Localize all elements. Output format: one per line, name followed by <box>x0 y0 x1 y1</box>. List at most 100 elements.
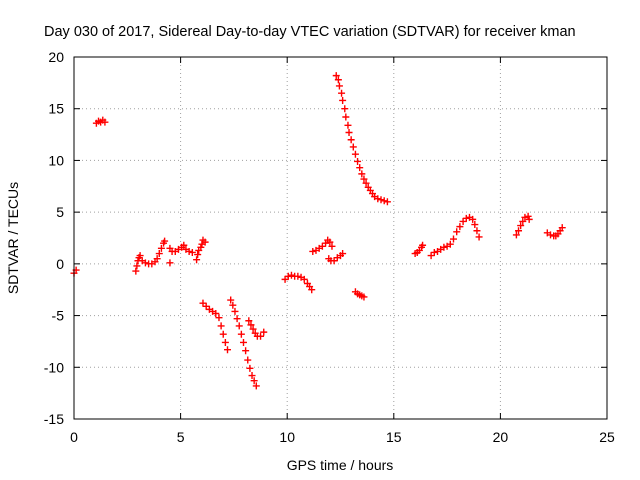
data-points <box>70 72 566 390</box>
data-point <box>180 241 188 249</box>
data-point <box>249 325 257 333</box>
data-point <box>287 271 295 279</box>
data-point <box>334 76 342 84</box>
series-arc-13 <box>351 288 368 301</box>
data-point <box>377 196 385 204</box>
x-axis-label: GPS time / hours <box>287 457 394 473</box>
data-point <box>459 217 467 225</box>
data-point <box>475 233 483 241</box>
series-arc-09 <box>281 271 316 294</box>
data-point <box>252 382 260 390</box>
x-tick-label: 25 <box>599 429 615 445</box>
y-tick-label: -5 <box>52 308 65 324</box>
data-point <box>427 252 435 260</box>
data-point <box>132 267 140 275</box>
data-point <box>419 241 427 249</box>
data-point <box>260 328 268 336</box>
data-point <box>161 237 169 245</box>
data-point <box>201 238 209 246</box>
data-point <box>519 217 527 225</box>
data-point <box>473 227 481 235</box>
data-point <box>342 113 350 121</box>
data-point <box>217 322 225 330</box>
data-point <box>362 179 370 187</box>
data-point <box>153 255 161 263</box>
series-arc-05 <box>193 236 209 264</box>
y-tick-label: -10 <box>44 359 64 375</box>
data-point <box>515 227 523 235</box>
data-point <box>358 170 366 178</box>
series-arc-11 <box>325 250 347 265</box>
data-point <box>351 150 359 158</box>
y-tick-label: -15 <box>44 411 64 427</box>
data-point <box>360 175 368 183</box>
plot-border <box>73 56 608 420</box>
data-point <box>339 96 347 104</box>
series-arc-08 <box>245 317 268 340</box>
data-point <box>199 299 207 307</box>
data-point <box>233 315 241 323</box>
data-point <box>517 222 525 230</box>
data-point <box>383 198 391 206</box>
y-tick-label: 20 <box>48 49 64 65</box>
data-point <box>344 121 352 129</box>
data-point <box>347 136 355 144</box>
data-point <box>446 240 454 248</box>
data-point <box>166 259 174 267</box>
data-point <box>239 338 247 346</box>
data-point <box>462 214 470 222</box>
x-tick-label: 15 <box>386 429 402 445</box>
y-tick-label: 15 <box>48 101 64 117</box>
data-point <box>308 286 316 294</box>
y-tick-label: 0 <box>56 256 64 272</box>
series-arc-17 <box>543 224 566 240</box>
data-point <box>237 330 245 338</box>
axis-ticks: 0 5 10 15 20 25 -15 -10 -5 0 5 10 15 20 <box>44 49 615 445</box>
data-point <box>227 296 235 304</box>
data-point <box>360 293 368 301</box>
data-point <box>309 247 317 255</box>
data-point <box>440 243 448 251</box>
x-tick-label: 20 <box>493 429 509 445</box>
series-arc-14 <box>411 241 427 258</box>
data-point <box>335 82 343 90</box>
data-point <box>224 346 232 354</box>
x-tick-label: 10 <box>279 429 295 445</box>
y-axis-label: SDTVAR / TECUs <box>5 182 21 294</box>
series-arc-10 <box>309 236 336 255</box>
chart-title: Day 030 of 2017, Sidereal Day-to-day VTE… <box>44 24 576 40</box>
data-point <box>521 213 529 221</box>
data-point <box>157 244 165 252</box>
data-point <box>300 275 308 283</box>
data-point <box>281 275 289 283</box>
data-point <box>471 221 479 229</box>
series-arc-01 <box>70 266 80 277</box>
data-point <box>247 321 255 329</box>
data-point <box>318 242 326 250</box>
data-point <box>221 338 229 346</box>
data-point <box>185 247 193 255</box>
data-point <box>141 259 149 267</box>
data-point <box>101 118 109 126</box>
data-point <box>294 272 302 280</box>
data-point <box>328 242 336 250</box>
x-tick-label: 5 <box>177 429 185 445</box>
data-point <box>430 248 438 256</box>
data-point <box>380 197 388 205</box>
series-arc-16 <box>512 212 533 239</box>
data-point <box>338 89 346 97</box>
x-tick-label: 0 <box>70 429 78 445</box>
data-point <box>326 238 334 246</box>
data-point <box>215 314 223 322</box>
data-point <box>202 302 210 310</box>
data-point <box>330 257 338 265</box>
data-point <box>558 224 566 232</box>
data-point <box>136 252 144 260</box>
data-point <box>231 307 239 315</box>
data-point <box>349 143 357 151</box>
data-point <box>212 310 220 318</box>
data-point <box>345 129 353 137</box>
data-point <box>453 228 461 236</box>
data-point <box>257 332 265 340</box>
